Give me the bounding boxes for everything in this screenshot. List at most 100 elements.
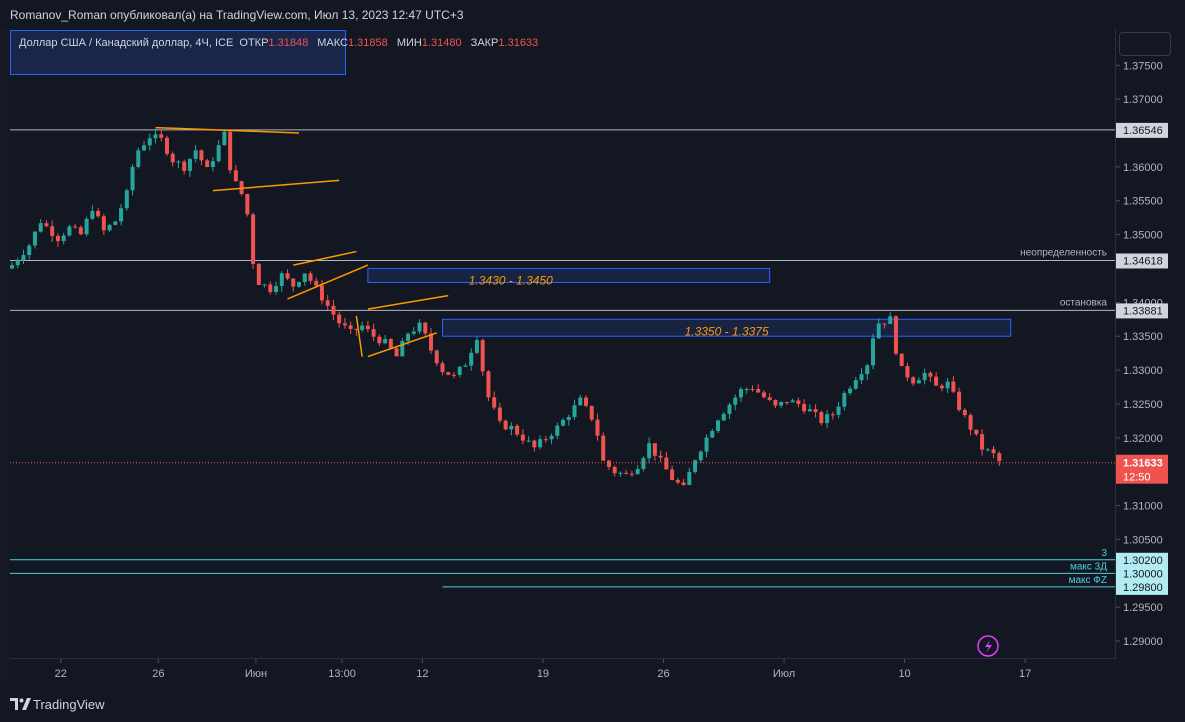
candle-body bbox=[124, 190, 129, 209]
candle-body bbox=[893, 316, 898, 354]
candle-body bbox=[440, 363, 445, 373]
candle-body bbox=[635, 468, 640, 475]
candle-body bbox=[314, 280, 319, 286]
current-price-badge bbox=[1116, 454, 1168, 484]
candle-body bbox=[802, 403, 807, 412]
alert-icon-bolt bbox=[985, 640, 992, 653]
candle-body bbox=[572, 405, 577, 418]
candle-body bbox=[486, 371, 491, 398]
price-zone-label: 1.3430 - 1.3450 bbox=[469, 273, 553, 287]
candle-body bbox=[515, 425, 520, 435]
candle-body bbox=[951, 381, 956, 392]
legend-symbol: Доллар США / Канадский доллар, 4Ч, ICE bbox=[19, 37, 234, 49]
candle-body bbox=[497, 407, 502, 421]
candle-body bbox=[417, 322, 422, 332]
candle-body bbox=[641, 458, 646, 469]
legend-low-label: МИН bbox=[396, 37, 422, 49]
candle-body bbox=[773, 399, 778, 406]
candle-body bbox=[807, 409, 812, 412]
candle-body bbox=[957, 391, 962, 410]
candle-body bbox=[291, 278, 296, 287]
price-tick-label: 1.29000 bbox=[1123, 636, 1163, 648]
candle-body bbox=[164, 137, 169, 154]
candle-body bbox=[584, 397, 588, 406]
price-tick-label: 1.32500 bbox=[1123, 399, 1163, 411]
price-zone-label: 1.3350 - 1.3375 bbox=[685, 324, 769, 338]
candle-body bbox=[388, 339, 393, 349]
chart-area[interactable] bbox=[10, 28, 1116, 659]
price-tick-label: 1.33500 bbox=[1123, 331, 1163, 343]
time-tick-label: 10 bbox=[898, 668, 910, 680]
candle-body bbox=[256, 263, 261, 285]
trend-line bbox=[212, 179, 340, 192]
price-tick-label: 1.35000 bbox=[1123, 230, 1163, 242]
level-price-label: 1.30200 bbox=[1123, 555, 1163, 567]
candle-body bbox=[331, 305, 336, 315]
candle-body bbox=[10, 265, 14, 269]
candle-body bbox=[383, 339, 388, 344]
candle-body bbox=[716, 420, 721, 432]
candle-body bbox=[629, 473, 634, 475]
candle-body bbox=[618, 472, 623, 474]
candle-body bbox=[698, 451, 703, 461]
candle-body bbox=[136, 150, 141, 167]
candle-body bbox=[750, 389, 755, 391]
candle-body bbox=[767, 397, 772, 400]
candle-body bbox=[509, 425, 514, 430]
candle-body bbox=[233, 170, 238, 182]
candle-body bbox=[974, 429, 979, 435]
symbol-legend[interactable]: Доллар США / Канадский доллар, 4Ч, ICE О… bbox=[10, 30, 538, 75]
candle-body bbox=[446, 372, 451, 375]
price-tick-label: 1.29500 bbox=[1123, 602, 1163, 614]
candle-body bbox=[474, 340, 479, 353]
candle-body bbox=[205, 160, 210, 168]
candle-body bbox=[520, 434, 525, 441]
candle-body bbox=[899, 353, 904, 367]
candle-body bbox=[687, 471, 692, 485]
candle-body bbox=[348, 325, 353, 329]
candle-body bbox=[84, 218, 89, 235]
publisher-line: Romanov_Roman опубликовал(а) на TradingV… bbox=[10, 8, 464, 22]
legend-high-value: 1.31858 bbox=[348, 37, 388, 49]
candle-body bbox=[182, 161, 187, 171]
legend-open-label: ОТКР bbox=[239, 37, 269, 49]
candle-body bbox=[423, 322, 428, 334]
chart-settings-button[interactable] bbox=[1119, 32, 1171, 56]
candle-body bbox=[274, 286, 279, 292]
price-tick-label: 1.37500 bbox=[1123, 60, 1163, 72]
candle-body bbox=[859, 374, 864, 381]
price-zone-box bbox=[367, 267, 771, 283]
candle-body bbox=[377, 336, 382, 344]
time-axis[interactable] bbox=[10, 659, 1115, 686]
candle-body bbox=[297, 282, 301, 287]
candle-body bbox=[939, 385, 944, 389]
candle-body bbox=[50, 226, 55, 237]
footer: TradingView bbox=[0, 686, 1185, 722]
price-tick-label: 1.32000 bbox=[1123, 433, 1163, 445]
candle-body bbox=[652, 443, 657, 456]
candle-body bbox=[147, 138, 152, 146]
trend-line bbox=[367, 332, 438, 358]
candle-body bbox=[842, 393, 847, 407]
candle-body bbox=[21, 254, 26, 261]
candle-body bbox=[744, 389, 749, 391]
candle-body bbox=[779, 401, 784, 406]
price-tick-label: 1.35500 bbox=[1123, 196, 1163, 208]
level-price-label: 1.34618 bbox=[1123, 255, 1163, 267]
candle-body bbox=[457, 366, 462, 375]
candle-body bbox=[159, 134, 164, 138]
candle-body bbox=[61, 235, 66, 242]
candle-body bbox=[928, 372, 933, 377]
candle-body bbox=[245, 194, 250, 215]
candle-body bbox=[371, 329, 376, 337]
candle-body bbox=[354, 328, 359, 330]
candle-body bbox=[480, 340, 485, 372]
level-price-badge bbox=[1116, 303, 1168, 319]
legend-close-value: 1.31633 bbox=[498, 37, 539, 49]
level-price-badge bbox=[1116, 579, 1168, 595]
tradingview-brand: TradingView bbox=[33, 697, 105, 712]
candle-body bbox=[96, 210, 101, 217]
time-tick-label: 13:00 bbox=[328, 668, 356, 680]
candle-body bbox=[302, 273, 307, 283]
